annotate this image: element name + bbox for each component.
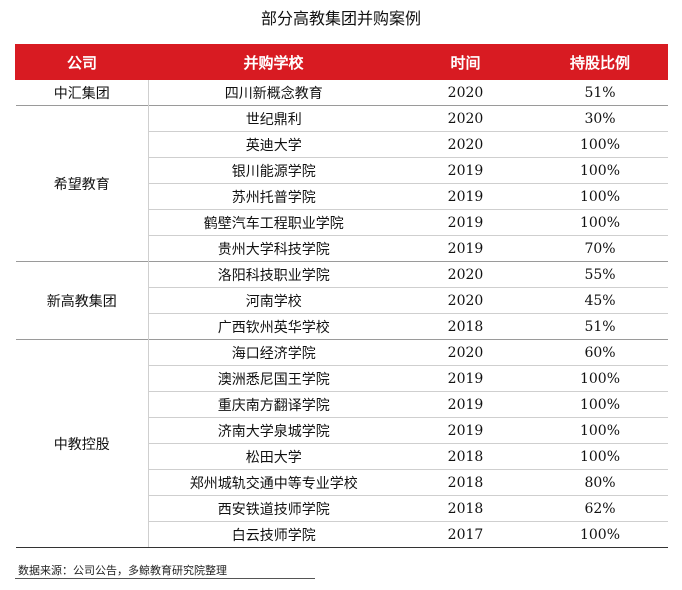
share-cell: 62% <box>532 495 668 522</box>
share-cell: 100% <box>532 417 668 444</box>
table-row: 新高教集团 洛阳科技职业学院 2020 55% <box>15 261 668 340</box>
table-row: 贵州大学科技学院 2019 70% <box>16 235 668 262</box>
year-cell: 2020 <box>398 105 533 132</box>
school-cell: 澳洲悉尼国王学院 <box>148 365 399 392</box>
year-cell: 2019 <box>398 157 533 184</box>
table-header: 公司 并购学校 时间 持股比例 <box>15 44 668 80</box>
year-cell: 2018 <box>398 313 533 340</box>
school-cell: 重庆南方翻译学院 <box>148 391 399 418</box>
table-row: 白云技师学院 2017 100% <box>16 521 668 548</box>
share-cell: 60% <box>532 339 668 366</box>
company-cell: 中汇集团 <box>15 79 149 106</box>
header-share: 持股比例 <box>532 44 668 80</box>
year-cell: 2020 <box>398 131 533 158</box>
table-row: 重庆南方翻译学院 2019 100% <box>16 391 668 418</box>
year-cell: 2017 <box>398 521 533 548</box>
school-cell: 西安铁道技师学院 <box>148 495 399 522</box>
table-row: 河南学校 2020 45% <box>16 287 668 314</box>
school-cell: 松田大学 <box>148 443 399 470</box>
school-cell: 苏州托普学院 <box>148 183 399 210</box>
table-row: 银川能源学院 2019 100% <box>16 157 668 184</box>
table-row: 苏州托普学院 2019 100% <box>16 183 668 210</box>
school-cell: 海口经济学院 <box>148 339 399 366</box>
school-cell: 郑州城轨交通中等专业学校 <box>148 469 399 496</box>
share-cell: 100% <box>532 157 668 184</box>
table-row: 鹤壁汽车工程职业学院 2019 100% <box>16 209 668 236</box>
table-row: 西安铁道技师学院 2018 62% <box>16 495 668 522</box>
year-cell: 2020 <box>398 79 533 106</box>
share-cell: 100% <box>532 521 668 548</box>
share-cell: 30% <box>532 105 668 132</box>
share-cell: 80% <box>532 469 668 496</box>
year-cell: 2019 <box>398 235 533 262</box>
table-row: 英迪大学 2020 100% <box>16 131 668 158</box>
share-cell: 100% <box>532 131 668 158</box>
table-row: 济南大学泉城学院 2019 100% <box>16 417 668 444</box>
header-school: 并购学校 <box>148 44 399 80</box>
school-cell: 济南大学泉城学院 <box>148 417 399 444</box>
year-cell: 2018 <box>398 469 533 496</box>
school-cell: 河南学校 <box>148 287 399 314</box>
year-cell: 2018 <box>398 495 533 522</box>
company-cell: 希望教育 <box>15 105 149 262</box>
school-cell: 贵州大学科技学院 <box>148 235 399 262</box>
share-cell: 100% <box>532 443 668 470</box>
source-underline <box>15 578 315 579</box>
table-body: 中汇集团 四川新概念教育 2020 51% 希望教育 世纪鼎利 2020 30% 英迪大学 202… <box>15 79 668 548</box>
header-row: 公司 并购学校 时间 持股比例 <box>15 44 668 80</box>
header-company: 公司 <box>15 44 149 80</box>
year-cell: 2019 <box>398 391 533 418</box>
company-cell: 新高教集团 <box>15 261 149 340</box>
share-cell: 55% <box>532 261 668 288</box>
school-cell: 英迪大学 <box>148 131 399 158</box>
table-row: 广西钦州英华学校 2018 51% <box>16 313 668 340</box>
school-cell: 广西钦州英华学校 <box>148 313 399 340</box>
table-row: 澳洲悉尼国王学院 2019 100% <box>16 365 668 392</box>
share-cell: 100% <box>532 391 668 418</box>
school-cell: 银川能源学院 <box>148 157 399 184</box>
year-cell: 2020 <box>398 339 533 366</box>
year-cell: 2019 <box>398 209 533 236</box>
share-cell: 100% <box>532 209 668 236</box>
share-cell: 100% <box>532 365 668 392</box>
header-year: 时间 <box>398 44 533 80</box>
table-title: 部分高教集团并购案例 <box>260 9 421 28</box>
share-cell: 70% <box>532 235 668 262</box>
year-cell: 2019 <box>398 417 533 444</box>
year-cell: 2020 <box>398 261 533 288</box>
table-row: 中教控股 海口经济学院 2020 60% <box>15 339 668 548</box>
share-cell: 51% <box>532 313 668 340</box>
year-cell: 2020 <box>398 287 533 314</box>
year-cell: 2019 <box>398 365 533 392</box>
school-cell: 世纪鼎利 <box>148 105 399 132</box>
school-cell: 鹤壁汽车工程职业学院 <box>148 209 399 236</box>
table-row: 中汇集团 四川新概念教育 2020 51% <box>15 79 668 106</box>
table-row: 松田大学 2018 100% <box>16 443 668 470</box>
year-cell: 2019 <box>398 183 533 210</box>
table-row: 郑州城轨交通中等专业学校 2018 80% <box>16 469 668 496</box>
school-cell: 白云技师学院 <box>148 521 399 548</box>
year-cell: 2018 <box>398 443 533 470</box>
share-cell: 45% <box>532 287 668 314</box>
school-cell: 四川新概念教育 <box>148 79 399 106</box>
company-cell: 中教控股 <box>15 339 149 548</box>
acquisitions-table: 公司 并购学校 时间 持股比例 中汇集团 四川新概念教育 2020 51% 希望教育 世纪… <box>15 44 668 548</box>
table-row: 希望教育 世纪鼎利 2020 30% <box>15 105 668 262</box>
school-cell: 洛阳科技职业学院 <box>148 261 399 288</box>
share-cell: 100% <box>532 183 668 210</box>
share-cell: 51% <box>532 79 668 106</box>
source-note: 数据来源：公司公告，多鲸教育研究院整理 <box>18 564 227 577</box>
